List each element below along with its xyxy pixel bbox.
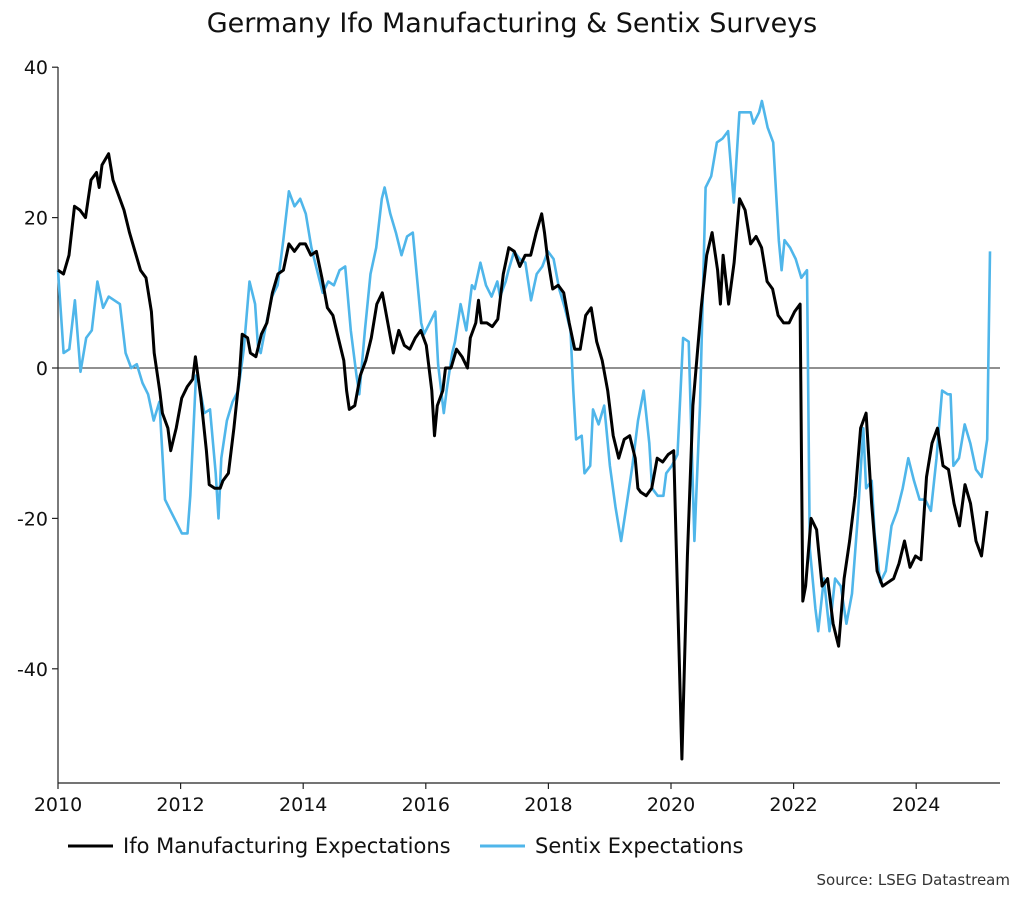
- x-tick-label: 2024: [892, 794, 940, 816]
- legend-label-sentix: Sentix Expectations: [535, 834, 744, 858]
- x-tick-label: 2010: [34, 794, 82, 816]
- x-tick-label: 2012: [156, 794, 204, 816]
- y-tick-label: 40: [24, 57, 48, 79]
- series-line-ifo: [57, 152, 989, 761]
- legend: Ifo Manufacturing Expectations Sentix Ex…: [68, 834, 744, 858]
- chart-title: Germany Ifo Manufacturing & Sentix Surve…: [207, 8, 817, 39]
- legend-label-ifo: Ifo Manufacturing Expectations: [123, 834, 451, 858]
- y-axis: 40 20 0 -20 -40: [17, 57, 58, 681]
- source-note: Source: LSEG Datastream: [817, 871, 1010, 889]
- series-line-sentix: [56, 99, 992, 633]
- y-tick-label: 0: [36, 358, 48, 380]
- x-tick-label: 2018: [524, 794, 572, 816]
- x-axis: 2010 2012 2014 2016 2018 2020 2022 2024: [34, 783, 940, 816]
- x-tick-label: 2014: [279, 794, 327, 816]
- series-group: [56, 99, 992, 761]
- x-tick-label: 2016: [402, 794, 450, 816]
- y-tick-label: -20: [17, 508, 48, 530]
- x-tick-label: 2022: [769, 794, 817, 816]
- y-tick-label: 20: [24, 208, 48, 230]
- x-tick-label: 2020: [647, 794, 695, 816]
- y-tick-label: -40: [17, 659, 48, 681]
